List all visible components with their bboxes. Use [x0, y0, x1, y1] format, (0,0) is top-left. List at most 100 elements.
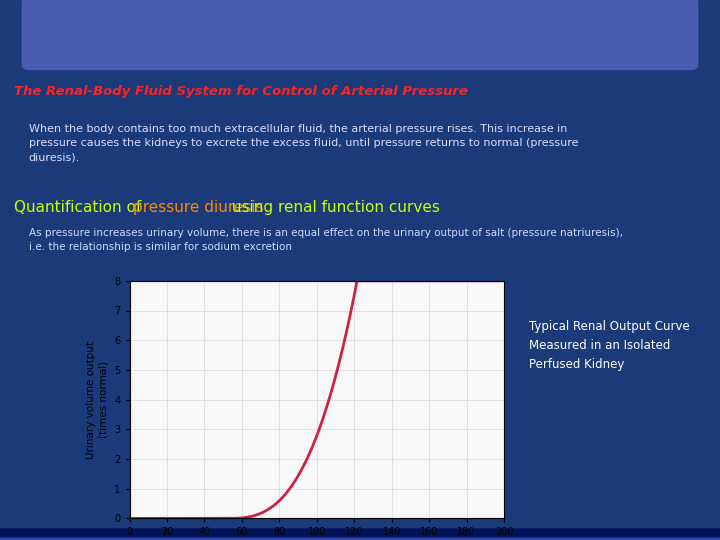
- Bar: [0, 534, 720, 539]
- Bar: [0, 532, 720, 538]
- Bar: [0, 530, 720, 535]
- Bar: [0, 534, 720, 539]
- Bar: [0, 535, 720, 540]
- Bar: [0, 530, 720, 536]
- Bar: [0, 533, 720, 538]
- Bar: [0, 530, 720, 535]
- Bar: [0, 531, 720, 536]
- Bar: [0, 530, 720, 536]
- Bar: [0, 531, 720, 536]
- Bar: [0, 535, 720, 540]
- Bar: [0, 531, 720, 536]
- Bar: [0, 530, 720, 535]
- Bar: [0, 532, 720, 538]
- Bar: [0, 530, 720, 535]
- Bar: [0, 530, 720, 536]
- Bar: [0, 530, 720, 536]
- Bar: [0, 532, 720, 537]
- Bar: [0, 531, 720, 537]
- Bar: [0, 534, 720, 539]
- Bar: [0, 532, 720, 537]
- Bar: [0, 532, 720, 538]
- Bar: [0, 532, 720, 538]
- Text: Role of the Kidneys in Long-term Regulation of
Arterial Pressure and Hypertensio: Role of the Kidneys in Long-term Regulat…: [102, 7, 618, 52]
- Bar: [0, 534, 720, 539]
- Bar: [0, 531, 720, 536]
- Bar: [0, 533, 720, 538]
- Bar: [0, 530, 720, 535]
- Bar: [0, 531, 720, 537]
- Bar: [0, 530, 720, 535]
- Bar: [0, 531, 720, 537]
- Bar: [0, 533, 720, 538]
- Bar: [0, 534, 720, 539]
- Bar: [0, 531, 720, 537]
- Bar: [0, 534, 720, 539]
- Bar: [0, 529, 720, 535]
- Text: using renal function curves: using renal function curves: [227, 200, 440, 215]
- Bar: [0, 531, 720, 537]
- Bar: [0, 532, 720, 538]
- Bar: [0, 534, 720, 539]
- Bar: [0, 532, 720, 537]
- Bar: [0, 533, 720, 538]
- Bar: [0, 534, 720, 539]
- Bar: [0, 534, 720, 539]
- Bar: [0, 531, 720, 536]
- Bar: [0, 532, 720, 538]
- Bar: [0, 531, 720, 536]
- Bar: [0, 530, 720, 536]
- Bar: [0, 535, 720, 540]
- Bar: [0, 530, 720, 536]
- Bar: [0, 530, 720, 536]
- Bar: [0, 534, 720, 539]
- Bar: [0, 530, 720, 536]
- Bar: [0, 534, 720, 539]
- Bar: [0, 534, 720, 539]
- Text: pressure diuresis: pressure diuresis: [133, 200, 264, 215]
- Bar: [0, 530, 720, 535]
- Bar: [0, 535, 720, 540]
- Bar: [0, 530, 720, 536]
- Bar: [0, 531, 720, 537]
- Bar: [0, 532, 720, 537]
- Bar: [0, 534, 720, 539]
- Bar: [0, 529, 720, 535]
- Bar: [0, 531, 720, 537]
- Bar: [0, 532, 720, 538]
- Bar: [0, 532, 720, 538]
- Bar: [0, 531, 720, 536]
- Bar: [0, 530, 720, 536]
- Bar: [0, 531, 720, 537]
- Bar: [0, 531, 720, 537]
- Text: Typical Renal Output Curve
Measured in an Isolated
Perfused Kidney: Typical Renal Output Curve Measured in a…: [529, 320, 690, 371]
- Bar: [0, 530, 720, 535]
- Text: Quantification of: Quantification of: [14, 200, 147, 215]
- Bar: [0, 533, 720, 538]
- Bar: [0, 534, 720, 539]
- Bar: [0, 529, 720, 535]
- Bar: [0, 529, 720, 535]
- Bar: [0, 532, 720, 537]
- Bar: [0, 532, 720, 537]
- Bar: [0, 535, 720, 540]
- Bar: [0, 531, 720, 537]
- Bar: [0, 534, 720, 539]
- Bar: [0, 532, 720, 537]
- Bar: [0, 534, 720, 539]
- Bar: [0, 533, 720, 538]
- Bar: [0, 533, 720, 538]
- Bar: [0, 529, 720, 535]
- Bar: [0, 535, 720, 540]
- Bar: [0, 532, 720, 538]
- Bar: [0, 531, 720, 537]
- Bar: [0, 532, 720, 537]
- Bar: [0, 534, 720, 539]
- Bar: [0, 531, 720, 536]
- Bar: [0, 534, 720, 539]
- Y-axis label: Urinary volume output
(times normal): Urinary volume output (times normal): [86, 341, 109, 458]
- Bar: [0, 534, 720, 539]
- Bar: [0, 532, 720, 537]
- Bar: [0, 532, 720, 538]
- Bar: [0, 533, 720, 538]
